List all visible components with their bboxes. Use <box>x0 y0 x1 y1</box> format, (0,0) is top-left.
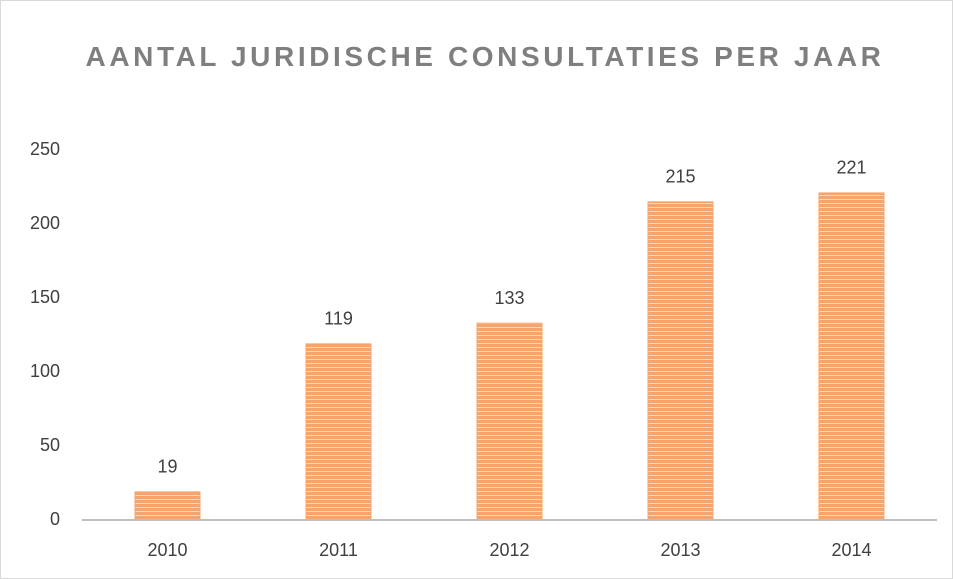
chart-title: AANTAL JURIDISCHE CONSULTATIES PER JAAR <box>85 41 885 72</box>
bar <box>476 322 543 521</box>
x-tick-label: 2012 <box>489 540 529 560</box>
data-label: 133 <box>494 288 524 308</box>
y-tick-label: 0 <box>50 509 60 529</box>
bar <box>134 491 201 521</box>
data-label: 215 <box>665 167 695 187</box>
data-label: 119 <box>324 309 353 329</box>
y-tick-label: 250 <box>30 139 60 159</box>
x-tick-label: 2013 <box>660 540 700 560</box>
y-tick-label: 200 <box>30 213 60 233</box>
data-label: 221 <box>836 158 866 178</box>
x-tick-label: 2010 <box>147 540 187 560</box>
x-tick-label: 2014 <box>831 540 871 560</box>
bar <box>818 192 885 521</box>
y-tick-label: 100 <box>30 361 60 381</box>
bar <box>305 343 372 521</box>
x-tick-label: 2011 <box>319 540 358 560</box>
y-tick-label: 50 <box>40 435 60 455</box>
data-label: 19 <box>157 457 177 477</box>
y-tick-label: 150 <box>30 287 60 307</box>
bar <box>647 201 714 521</box>
